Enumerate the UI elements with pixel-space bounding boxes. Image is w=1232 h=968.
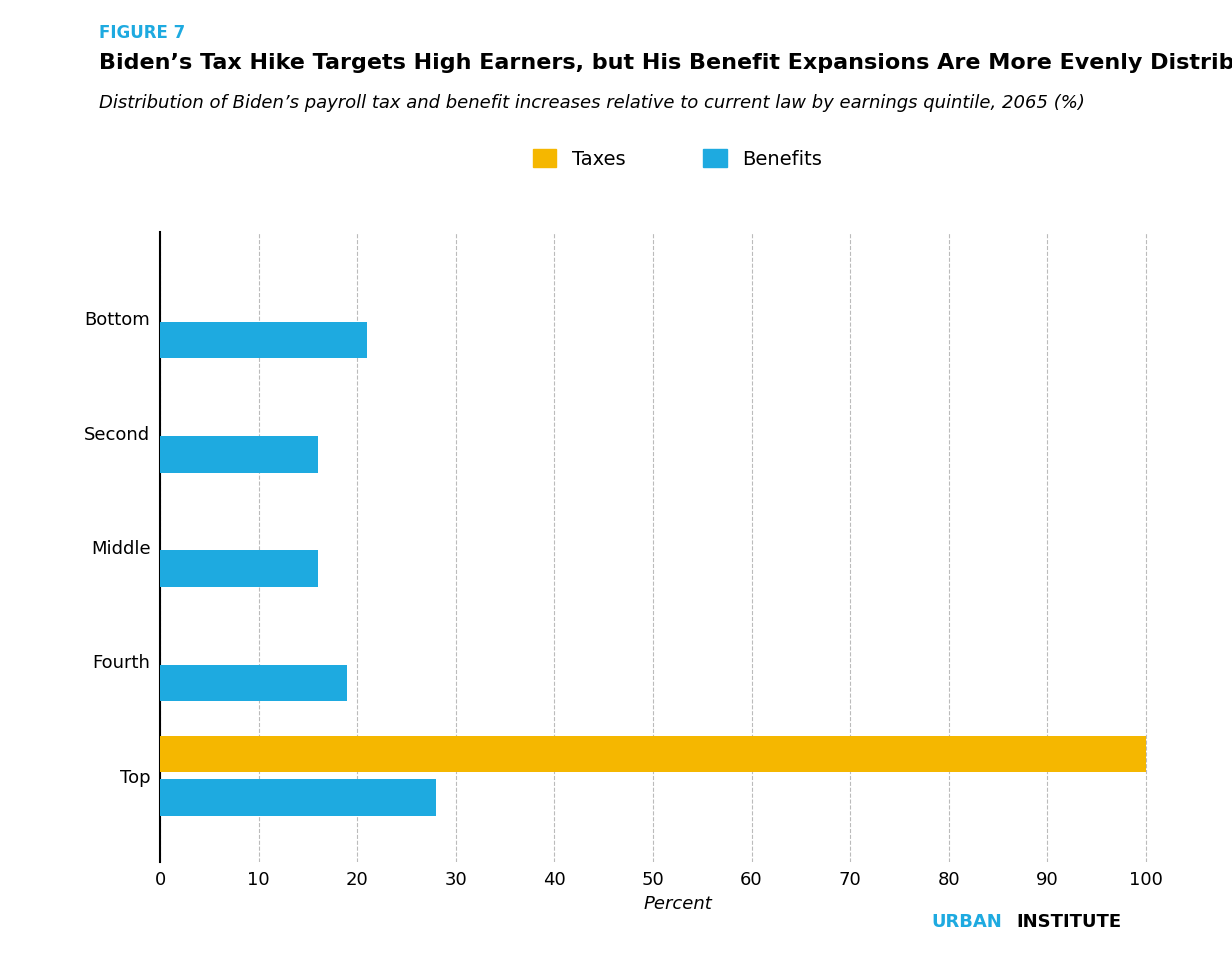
X-axis label: Percent: Percent bbox=[643, 894, 712, 913]
Bar bbox=[160, 779, 436, 816]
Bar bbox=[160, 551, 318, 587]
Bar bbox=[160, 436, 318, 472]
Bar bbox=[160, 736, 1146, 772]
Text: URBAN: URBAN bbox=[931, 913, 1002, 931]
Text: Distribution of Biden’s payroll tax and benefit increases relative to current la: Distribution of Biden’s payroll tax and … bbox=[99, 94, 1084, 112]
Text: FIGURE 7: FIGURE 7 bbox=[99, 24, 185, 43]
Legend: Taxes, Benefits: Taxes, Benefits bbox=[525, 141, 830, 176]
Bar bbox=[160, 321, 367, 358]
Text: INSTITUTE: INSTITUTE bbox=[1016, 913, 1121, 931]
Bar bbox=[160, 665, 347, 702]
Text: Biden’s Tax Hike Targets High Earners, but His Benefit Expansions Are More Evenl: Biden’s Tax Hike Targets High Earners, b… bbox=[99, 53, 1232, 74]
